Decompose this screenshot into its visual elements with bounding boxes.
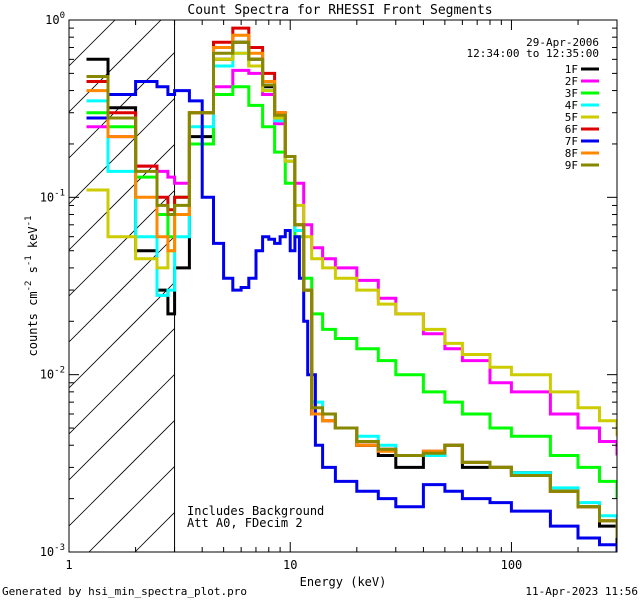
time-range-label: 12:34:00 to 12:35:00 [467,47,599,60]
x-tick-label: 10 [283,558,297,572]
hatch-line [69,98,175,205]
y-tick-label: 10-1 [40,188,65,204]
footer-timestamp: 11-Apr-2023 11:56 [525,585,638,598]
plot-frame [68,19,618,553]
footer-generated-by: Generated by hsi_min_spectra_plot.pro [2,585,247,598]
hatch-line [69,20,162,113]
legend-label-9f: 9F [565,159,578,172]
y-axis-ticks [69,19,617,553]
hatch-line [69,420,175,527]
date-label: 29-Apr-2006 [526,36,599,49]
annotation-attenuator: Att A0, FDecim 2 [187,516,303,530]
y-axis-tick-labels: 100 10-1 10-2 10-3 [40,11,65,559]
hatch-line [69,282,175,389]
series-line-9f [86,40,617,538]
legend-label-6f: 6F [565,123,578,136]
hatch-line [69,374,175,481]
legend-label-1f: 1F [565,63,578,76]
chart-title: Count Spectra for RHESSI Front Segments [187,3,492,18]
hatch-line [134,512,175,552]
hatch-line [69,20,116,67]
annotation-background: Includes Background [187,504,324,518]
x-axis-tick-labels: 1 10 100 [65,558,522,572]
legend-label-5f: 5F [565,111,578,124]
hatch-line [69,144,175,251]
x-tick-label: 1 [65,558,72,572]
legend-label-3f: 3F [565,87,578,100]
y-tick-label: 10-3 [40,543,65,559]
x-tick-label: 100 [501,558,523,572]
series-line-7f [86,80,617,552]
legend-label-7f: 7F [565,135,578,148]
hatch-line [69,328,175,435]
legend-label-4f: 4F [565,99,578,112]
series-line-2f [86,68,617,456]
excluded-region-hatch [69,20,175,552]
x-axis-label: Energy (keV) [300,575,387,589]
series-group [86,26,617,552]
legend-label-8f: 8F [565,147,578,160]
y-axis-label: counts cm-2 s-1 keV-1 [24,216,40,357]
x-axis-ticks [68,20,618,552]
y-tick-label: 10-2 [40,366,65,382]
legend-label-2f: 2F [565,75,578,88]
hatch-line [88,466,175,552]
hatch-line [69,52,175,159]
y-tick-label: 100 [45,11,65,27]
